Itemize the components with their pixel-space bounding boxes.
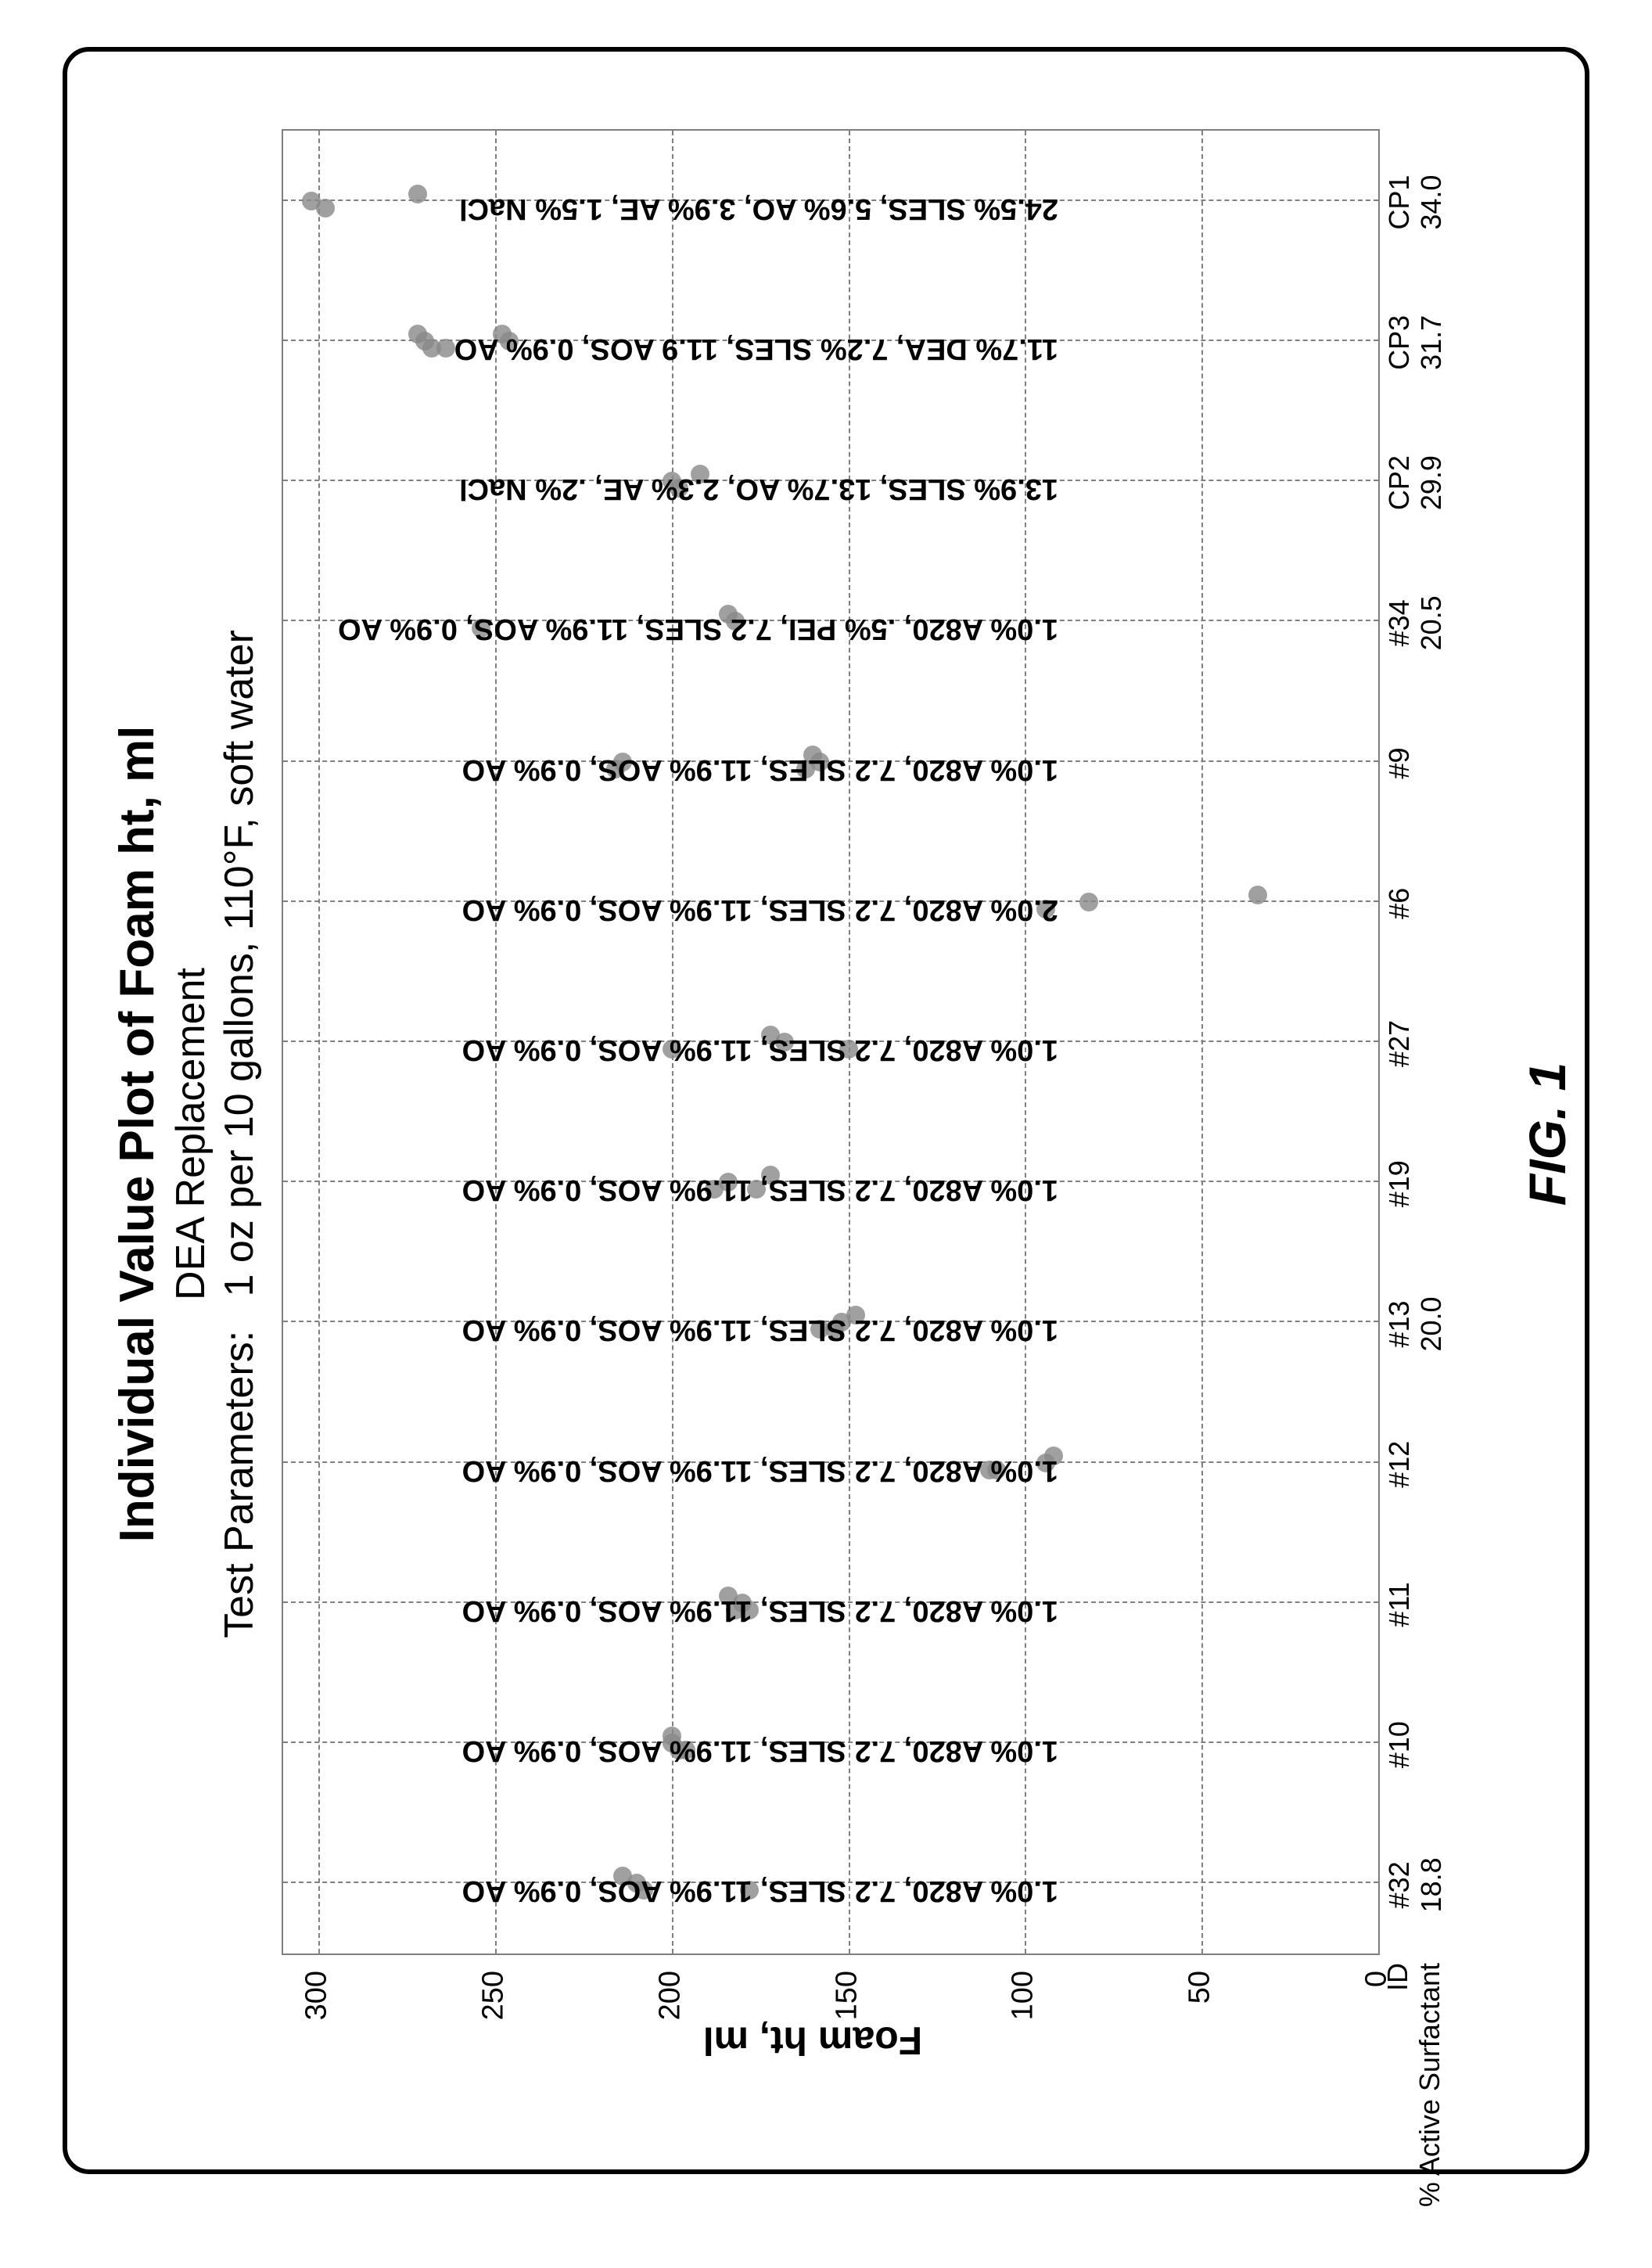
series-label: 13.9% SLES, 13.7% AO, 2.3% AE, .2% NaCl (459, 472, 1058, 505)
x-tick: CP229.9 (1383, 404, 1448, 561)
x-tick: #19 (1383, 1105, 1415, 1262)
series-label: 1.0% A820, 7.2 SLES, 11.9% AOS, 0.9% AO (462, 1033, 1059, 1066)
y-tick: 100 (1007, 1971, 1040, 2268)
y-tick: 300 (300, 1971, 334, 2268)
x-tick: #6 (1383, 825, 1415, 982)
series-label: 1.0% A820, .5% PEI, 7.2 SLES, 11.9% AOS,… (338, 612, 1058, 645)
chart-subtitle2: Test Parameters: 1 oz per 10 gallons, 11… (216, 0, 263, 2268)
y-tick: 200 (653, 1971, 687, 2268)
gridline-h (1201, 131, 1203, 1953)
x-tick: #3420.5 (1383, 545, 1448, 701)
series-label: 1.0% A820, 7.2 SLES, 11.9% AOS, 0.9% AO (462, 753, 1059, 786)
x-tick: #1320.0 (1383, 1245, 1448, 1402)
x-tick-id: #19 (1383, 1105, 1415, 1262)
x-tick-id: #13 (1383, 1245, 1415, 1402)
series-label: 11.7% DEA, 7.2% SLES, 11.9 AOS, 0.9% AO (454, 332, 1058, 365)
x-tick-id: #12 (1383, 1386, 1415, 1543)
x-tick-id: CP1 (1383, 124, 1415, 281)
x-tick: #3218.8 (1383, 1806, 1448, 1963)
figure-caption: FIG. 1 (1517, 0, 1577, 2268)
y-tick: 0 (1360, 1971, 1394, 2268)
series-label: 1.0% A820, 7.2 SLES, 11.9% AOS, 0.9% AO (462, 1173, 1059, 1206)
series-label: 24.5% SLES, 5.6% AO, 3.9% AE, 1.5% NaCl (459, 192, 1058, 225)
y-tick: 250 (476, 1971, 510, 2268)
x-tick-surf: 34.0 (1415, 124, 1447, 281)
x-tick-id: CP3 (1383, 264, 1415, 421)
data-point (408, 185, 427, 203)
data-point (1079, 893, 1098, 911)
x-tick-surf: 18.8 (1415, 1806, 1447, 1963)
y-tick: 150 (830, 1971, 864, 2268)
x-tick-id: #27 (1383, 965, 1415, 1122)
x-tick-id: #32 (1383, 1806, 1415, 1963)
x-tick: #12 (1383, 1386, 1415, 1543)
series-label: 1.0% A820, 7.2 SLES, 11.9% AOS, 0.9% AO (462, 1454, 1059, 1487)
x-panel-label-surf: % Active Surfactant (1413, 1963, 1446, 2213)
data-point (408, 325, 427, 343)
x-tick-id: CP2 (1383, 404, 1415, 561)
x-tick-id: #11 (1383, 1526, 1415, 1683)
x-tick-surf: 29.9 (1415, 404, 1447, 561)
x-tick: #27 (1383, 965, 1415, 1122)
series-label: 1.0% A820, 7.2 SLES, 11.9% AOS, 0.9% AO (462, 1734, 1059, 1767)
series-label: 2.0% A820, 7.2 SLES, 11.9% AOS, 0.9% AO (462, 893, 1059, 926)
x-tick-id: #6 (1383, 825, 1415, 982)
x-tick-surf: 20.0 (1415, 1245, 1447, 1402)
series-label: 1.0% A820, 7.2 SLES, 11.9% AOS, 0.9% AO (462, 1313, 1059, 1346)
chart-subtitle1: DEA Replacement (167, 0, 214, 2268)
x-tick: CP134.0 (1383, 124, 1448, 281)
chart-title: Individual Value Plot of Foam ht, ml (110, 0, 165, 2268)
x-tick-id: #34 (1383, 545, 1415, 701)
x-tick: CP331.7 (1383, 264, 1448, 421)
x-tick: #9 (1383, 685, 1415, 842)
x-tick-id: #9 (1383, 685, 1415, 842)
y-axis-label: Foam ht, ml (703, 2018, 923, 2064)
plot-area: 1.0% A820, 7.2 SLES, 11.9% AOS, 0.9% AO 1… (282, 129, 1380, 1955)
x-tick: #11 (1383, 1526, 1415, 1683)
series-label: 1.0% A820, 7.2 SLES, 11.9% AOS, 0.9% AO (462, 1874, 1059, 1907)
x-tick: #10 (1383, 1666, 1415, 1823)
series-label: 1.0% A820, 7.2 SLES, 11.9% AOS, 0.9% AO (462, 1594, 1059, 1627)
data-point (302, 192, 321, 210)
x-tick-surf: 20.5 (1415, 545, 1447, 701)
gridline-h (318, 131, 320, 1953)
y-tick: 50 (1183, 1971, 1217, 2268)
x-tick-id: #10 (1383, 1666, 1415, 1823)
x-tick-surf: 31.7 (1415, 264, 1447, 421)
data-point (436, 339, 455, 358)
gridline-h (1378, 131, 1380, 1953)
